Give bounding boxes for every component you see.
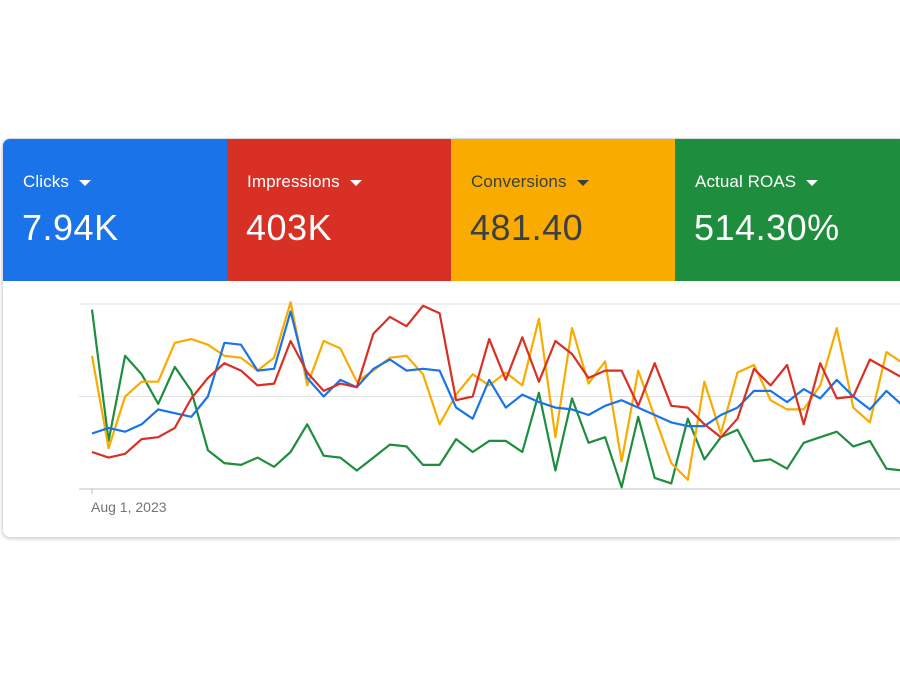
performance-card: Clicks 7.94K Impressions 403K Conversion… xyxy=(2,138,900,538)
metric-selector-clicks[interactable]: Clicks xyxy=(23,172,91,192)
series-line-impressions xyxy=(91,304,900,459)
dropdown-caret-icon[interactable] xyxy=(576,180,589,186)
series-line-conversions xyxy=(90,301,900,481)
metric-label-actual-roas: Actual ROAS xyxy=(695,172,797,191)
metric-tile-conversions[interactable]: Conversions 481.40 xyxy=(451,139,675,281)
metric-value-clicks: 7.94K xyxy=(22,207,119,248)
metric-selector-impressions[interactable]: Impressions xyxy=(247,172,362,192)
dropdown-caret-icon[interactable] xyxy=(806,180,819,186)
metric-tiles: Clicks 7.94K Impressions 403K Conversion… xyxy=(3,139,900,281)
series-line-actual-roas xyxy=(90,309,900,489)
metric-label-impressions: Impressions xyxy=(247,172,340,191)
metric-selector-actual-roas[interactable]: Actual ROAS xyxy=(695,172,819,192)
metric-tile-clicks[interactable]: Clicks 7.94K xyxy=(3,139,227,281)
x-axis-start-label: Aug 1, 2023 xyxy=(91,499,167,515)
metric-tile-impressions[interactable]: Impressions 403K xyxy=(227,139,451,281)
metric-label-clicks: Clicks xyxy=(23,172,69,191)
dropdown-caret-icon[interactable] xyxy=(349,180,362,186)
metric-value-actual-roas: 514.30% xyxy=(694,207,840,248)
dropdown-caret-icon[interactable] xyxy=(78,180,91,186)
line-chart xyxy=(79,301,900,494)
metric-selector-conversions[interactable]: Conversions xyxy=(471,172,589,192)
metric-tile-actual-roas[interactable]: Actual ROAS 514.30% xyxy=(675,139,900,281)
metric-value-conversions: 481.40 xyxy=(470,207,584,248)
series-line-clicks xyxy=(91,310,900,435)
metric-value-impressions: 403K xyxy=(246,207,333,248)
metric-label-conversions: Conversions xyxy=(471,172,567,191)
